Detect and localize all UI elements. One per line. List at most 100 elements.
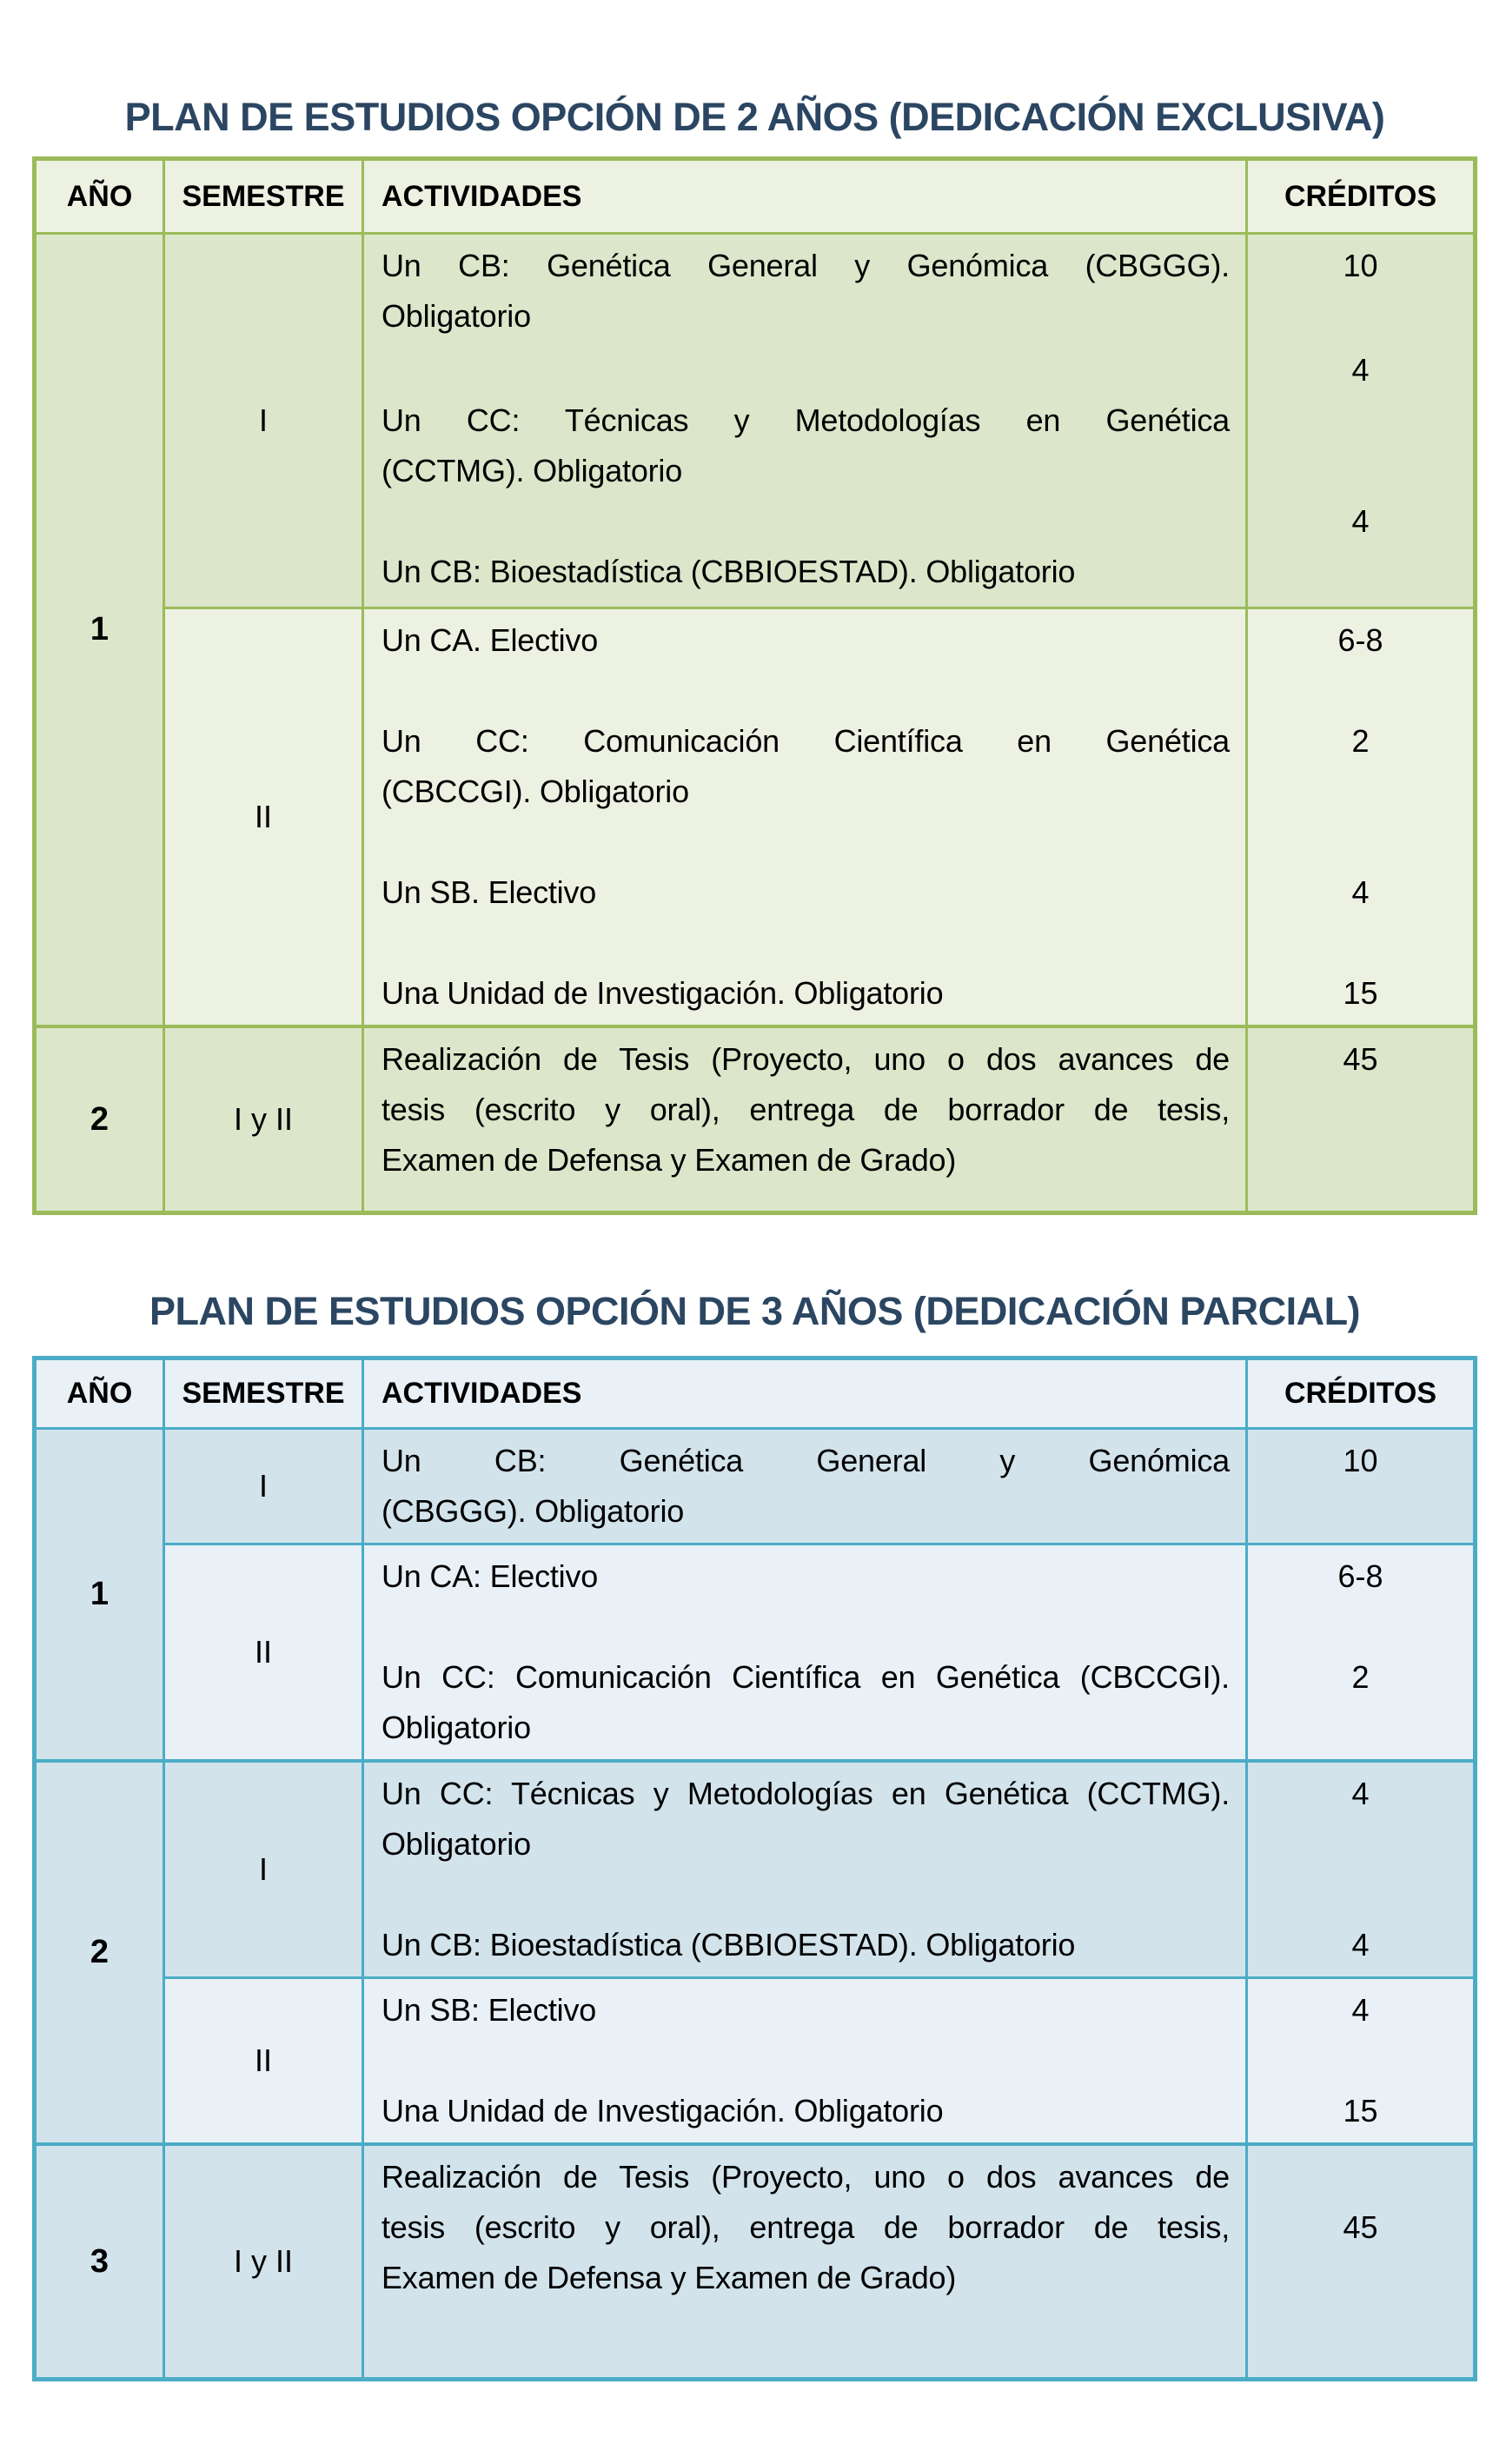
year-block: 2 I Un CC: Técnicas y Metodologías en Ge…	[36, 1759, 1473, 2142]
activity-row: Un CB: Bioestadística (CBBIOESTAD). Obli…	[364, 496, 1473, 607]
semester-activities: Un CA. Electivo 6-8 Un CC: Comunicación …	[364, 609, 1473, 1025]
activity-line: (CBGGG). Obligatorio	[381, 1493, 685, 1529]
semester-cell: I	[165, 1430, 364, 1543]
activity-text: Realización de Tesis (Proyecto, uno o do…	[364, 1028, 1245, 1211]
activity-line: Un CB: Genética General y Genómica (CBGG…	[381, 248, 1230, 283]
activity-row: Un CB: Genética General y Genómica (CBGG…	[364, 1430, 1473, 1543]
semester-activities: Un SB: Electivo 4 Una Unidad de Investig…	[364, 1979, 1473, 2142]
year-cell: 3	[36, 2146, 165, 2377]
activity-text: Un SB. Electivo	[364, 817, 1245, 918]
column-header-year: AÑO	[36, 161, 165, 232]
credit-value: 4	[1245, 817, 1473, 918]
column-header-credits: CRÉDITOS	[1245, 161, 1473, 232]
activity-line: Un CC: Técnicas y Metodologías en Genéti…	[381, 402, 1230, 438]
activity-row: Un CC: Técnicas y Metodologías en Genéti…	[364, 345, 1473, 496]
credit-value: 4	[1245, 1870, 1473, 1976]
semester-row: II Un CA: Electivo 6-8 Un CC: Comunicac	[165, 1543, 1473, 1759]
activity-line: Una Unidad de Investigación. Obligatorio	[381, 2093, 944, 2129]
activity-line: (CCTMG). Obligatorio	[381, 453, 683, 488]
activity-text: Un SB: Electivo	[364, 1979, 1245, 2036]
activity-line: Obligatorio	[381, 298, 531, 334]
activity-text: Un CC: Técnicas y Metodologías en Genéti…	[364, 345, 1245, 496]
activity-row: Un CC: Comunicación Científica en Genéti…	[364, 1602, 1473, 1759]
semester-cell: II	[165, 1545, 364, 1759]
activity-row: Una Unidad de Investigación. Obligatorio…	[364, 918, 1473, 1025]
activity-row: Realización de Tesis (Proyecto, uno o do…	[364, 1028, 1473, 1211]
year-block: 1 I Un CB: Genética General y Genómica (…	[36, 1430, 1473, 1759]
semester-row: I Un CB: Genética General y Genómica (CB…	[165, 235, 1473, 607]
semester-cell: I y II	[165, 1028, 364, 1211]
activity-row: Un CA. Electivo 6-8	[364, 609, 1473, 666]
activity-line: Un CB: Genética General y Genómica	[381, 1443, 1230, 1478]
activity-line: Examen de Defensa y Examen de Grado)	[381, 1142, 957, 1178]
activity-line: Examen de Defensa y Examen de Grado)	[381, 2260, 957, 2295]
credit-value: 15	[1245, 918, 1473, 1025]
activity-row: Una Unidad de Investigación. Obligatorio…	[364, 2036, 1473, 2142]
credit-value: 10	[1245, 1430, 1473, 1543]
activity-text: Un CB: Bioestadística (CBBIOESTAD). Obli…	[364, 1870, 1245, 1976]
activity-row: Realización de Tesis (Proyecto, uno o do…	[364, 2146, 1473, 2377]
semester-cell: I	[165, 1763, 364, 1976]
semester-row: II Un CA. Electivo 6-8 Un CC: Comunicac	[165, 607, 1473, 1025]
year-content: I Un CB: Genética General y Genómica (CB…	[165, 235, 1473, 1025]
column-header-activities: ACTIVIDADES	[381, 1377, 582, 1410]
year-content: I y II Realización de Tesis (Proyecto, u…	[165, 1028, 1473, 1211]
credit-value: 6-8	[1245, 1545, 1473, 1602]
activity-line: Un SB. Electivo	[381, 874, 597, 910]
column-header-credits: CRÉDITOS	[1245, 1360, 1473, 1427]
activity-line: Obligatorio	[381, 1710, 531, 1745]
column-header-semester: SEMESTRE	[165, 1360, 364, 1427]
year-cell: 2	[36, 1028, 165, 1211]
activity-text: Un CC: Técnicas y Metodologías en Genéti…	[364, 1763, 1245, 1870]
activity-text: Realización de Tesis (Proyecto, uno o do…	[364, 2146, 1245, 2377]
column-header-year: AÑO	[36, 1360, 165, 1427]
activity-line: tesis (escrito y oral), entrega de borra…	[381, 1092, 1230, 1127]
semester-cell: I	[165, 235, 364, 607]
semester-row: I Un CC: Técnicas y Metodologías en Gené…	[165, 1763, 1473, 1976]
credit-value: 6-8	[1245, 609, 1473, 666]
plan-3-years-table: AÑO SEMESTRE ACTIVIDADES CRÉDITOS 1 I Un…	[32, 1356, 1477, 2381]
activity-text: Una Unidad de Investigación. Obligatorio	[364, 2036, 1245, 2142]
year-content: I Un CC: Técnicas y Metodologías en Gené…	[165, 1763, 1473, 2142]
plan-3-years-title: PLAN DE ESTUDIOS OPCIÓN DE 3 AÑOS (DEDIC…	[149, 1289, 1361, 1333]
activity-line: Un CC: Técnicas y Metodologías en Genéti…	[381, 1776, 1230, 1811]
activity-line: Realización de Tesis (Proyecto, uno o do…	[381, 2159, 1230, 2195]
activity-text: Un CA: Electivo	[364, 1545, 1245, 1602]
table-header-row: AÑO SEMESTRE ACTIVIDADES CRÉDITOS	[36, 161, 1473, 235]
activity-row: Un CA: Electivo 6-8	[364, 1545, 1473, 1602]
activity-line: Un CB: Bioestadística (CBBIOESTAD). Obli…	[381, 554, 1076, 589]
semester-cell: I y II	[165, 2146, 364, 2377]
activity-row: Un CB: Bioestadística (CBBIOESTAD). Obli…	[364, 1870, 1473, 1976]
year-cell: 1	[36, 235, 165, 1025]
credit-value: 4	[1245, 1763, 1473, 1870]
semester-activities: Realización de Tesis (Proyecto, uno o do…	[364, 2146, 1473, 2377]
year-cell: 2	[36, 1763, 165, 2142]
activity-line: Un SB: Electivo	[381, 1992, 597, 2028]
year-content: I y II Realización de Tesis (Proyecto, u…	[165, 2146, 1473, 2377]
plan-2-years-title: PLAN DE ESTUDIOS OPCIÓN DE 2 AÑOS (DEDIC…	[124, 95, 1385, 139]
activity-row: Un CC: Comunicación Científica en Genéti…	[364, 666, 1473, 817]
semester-row: II Un SB: Electivo 4 Una Unidad de Inve	[165, 1976, 1473, 2142]
activity-row: Un CC: Técnicas y Metodologías en Genéti…	[364, 1763, 1473, 1870]
activity-line: tesis (escrito y oral), entrega de borra…	[381, 2209, 1230, 2245]
activity-line: Realización de Tesis (Proyecto, uno o do…	[381, 1041, 1230, 1077]
semester-cell: II	[165, 609, 364, 1025]
semester-activities: Realización de Tesis (Proyecto, uno o do…	[364, 1028, 1473, 1211]
semester-activities: Un CB: Genética General y Genómica (CBGG…	[364, 235, 1473, 607]
page: PLAN DE ESTUDIOS OPCIÓN DE 2 AÑOS (DEDIC…	[32, 95, 1477, 2381]
credit-value: 4	[1245, 345, 1473, 496]
semester-activities: Un CB: Genética General y Genómica (CBGG…	[364, 1430, 1473, 1543]
plan-2-years-table: AÑO SEMESTRE ACTIVIDADES CRÉDITOS 1 I Un…	[32, 156, 1477, 1215]
activity-line: Un CB: Bioestadística (CBBIOESTAD). Obli…	[381, 1927, 1076, 1963]
activity-line: Una Unidad de Investigación. Obligatorio	[381, 975, 944, 1011]
activity-text: Un CC: Comunicación Científica en Genéti…	[364, 666, 1245, 817]
activity-row: Un CB: Genética General y Genómica (CBGG…	[364, 235, 1473, 345]
activity-line: Un CA: Electivo	[381, 1558, 599, 1594]
credit-value: 10	[1245, 235, 1473, 345]
semester-activities: Un CA: Electivo 6-8 Un CC: Comunicación …	[364, 1545, 1473, 1759]
activity-text: Un CA. Electivo	[364, 609, 1245, 666]
column-header-semester: SEMESTRE	[165, 161, 364, 232]
activity-text: Un CB: Bioestadística (CBBIOESTAD). Obli…	[364, 496, 1245, 607]
column-header-activities: ACTIVIDADES	[381, 179, 582, 213]
semester-activities: Un CC: Técnicas y Metodologías en Genéti…	[364, 1763, 1473, 1976]
